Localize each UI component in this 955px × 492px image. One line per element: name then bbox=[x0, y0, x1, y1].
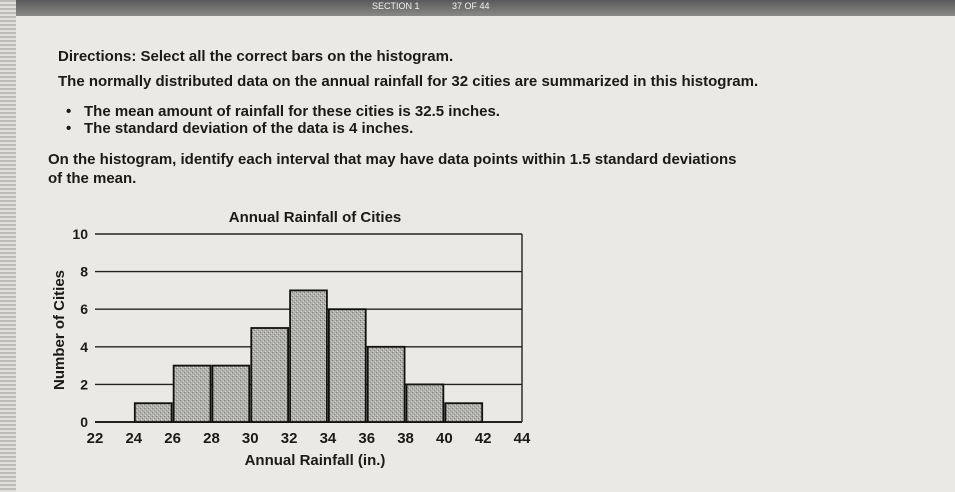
y-tick-label: 10 bbox=[72, 226, 88, 242]
y-tick-label: 8 bbox=[80, 264, 88, 280]
x-tick-label: 38 bbox=[397, 430, 414, 447]
y-tick-label: 4 bbox=[80, 339, 88, 355]
y-tick-label: 6 bbox=[80, 301, 88, 317]
question-line-1: On the histogram, identify each interval… bbox=[48, 151, 737, 168]
x-tick-label: 32 bbox=[281, 430, 298, 447]
bar-36-38[interactable] bbox=[366, 345, 406, 423]
y-axis-label: Number of Cities bbox=[51, 270, 68, 390]
bar-30-32[interactable] bbox=[250, 327, 289, 423]
x-tick-label: 44 bbox=[514, 430, 531, 447]
directions-line: Directions: Select all the correct bars … bbox=[58, 47, 453, 66]
x-tick-label: 26 bbox=[164, 430, 181, 447]
section-label: SECTION 1 bbox=[372, 1, 420, 11]
x-tick-label: 34 bbox=[320, 430, 337, 447]
x-tick-label: 36 bbox=[358, 430, 375, 447]
x-tick-label: 30 bbox=[242, 430, 259, 447]
y-tick-label: 0 bbox=[80, 414, 88, 430]
x-tick-labels: 22 24 26 28 30 32 34 36 38 40 42 44 bbox=[87, 430, 531, 447]
x-tick-label: 22 bbox=[87, 430, 104, 447]
notebook-binding bbox=[0, 0, 16, 492]
x-axis-label: Annual Rainfall (in.) bbox=[245, 452, 386, 469]
directions-instruction: Select all the correct bars on the histo… bbox=[140, 48, 454, 65]
bullet-stdev: The standard deviation of the data is 4 … bbox=[58, 119, 413, 138]
bar-28-30[interactable] bbox=[211, 364, 251, 423]
page-counter: 37 OF 44 bbox=[452, 1, 490, 11]
chart-title: Annual Rainfall of Cities bbox=[229, 209, 402, 226]
bar-24-26[interactable] bbox=[133, 402, 173, 423]
question-line-2: of the mean. bbox=[48, 170, 137, 187]
intro-text: The normally distributed data on the ann… bbox=[58, 73, 759, 90]
bar-38-40[interactable] bbox=[405, 383, 445, 423]
x-tick-label: 24 bbox=[125, 430, 142, 447]
x-tick-label: 40 bbox=[436, 430, 453, 447]
bullet-mean: The mean amount of rainfall for these ci… bbox=[58, 102, 500, 121]
bars bbox=[133, 289, 484, 423]
bar-26-28[interactable] bbox=[172, 364, 212, 423]
bar-40-42[interactable] bbox=[444, 402, 484, 423]
top-strip: SECTION 1 37 OF 44 bbox=[0, 0, 955, 16]
directions-label: Directions: bbox=[58, 48, 137, 65]
y-tick-label: 2 bbox=[80, 376, 88, 392]
bar-32-34[interactable] bbox=[289, 289, 328, 423]
x-tick-label: 42 bbox=[475, 430, 492, 447]
y-tick-labels: 0 2 4 6 8 10 bbox=[72, 226, 88, 430]
bar-34-36[interactable] bbox=[328, 308, 367, 423]
x-tick-label: 28 bbox=[203, 430, 220, 447]
